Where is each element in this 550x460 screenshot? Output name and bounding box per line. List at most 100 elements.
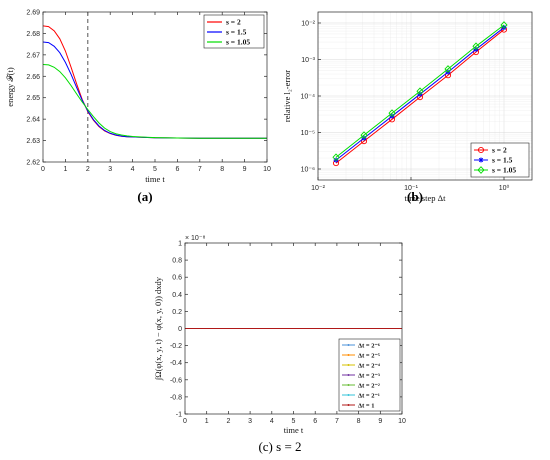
legend-label: s = 1.05 (492, 166, 516, 175)
x-tick-label: 5 (153, 166, 157, 173)
legend-label: s = 1.5 (226, 28, 247, 37)
legend-label: s = 2 (226, 18, 241, 27)
legend-label: s = 2 (492, 146, 507, 155)
x-tick-label: 10⁻² (311, 185, 325, 192)
y-tick-label: 2.67 (26, 52, 40, 59)
x-tick-label: 10⁰ (499, 184, 510, 192)
data-point (388, 109, 396, 117)
y-tick-label: 10⁻² (301, 20, 315, 27)
x-tick-label: 3 (108, 166, 112, 173)
legend-label: s = 1.05 (226, 38, 250, 47)
x-tick-label: 5 (292, 418, 296, 425)
x-tick-label: 4 (131, 166, 135, 173)
y-tick-label: 10⁻⁵ (301, 130, 315, 137)
data-point (360, 131, 368, 139)
axes-frame (184, 242, 403, 415)
x-tick-label: 1 (205, 418, 209, 425)
y-axis-label: ∫Ω(φ(x, y, t) − φ(x, y, 0)) dxdy (153, 276, 164, 381)
legend-label: Δt = 2⁻² (358, 382, 380, 389)
axes-frame (317, 11, 533, 181)
x-tick-label: 9 (378, 418, 382, 425)
x-tick-label: 6 (175, 166, 179, 173)
y-tick-label: 0 (178, 326, 182, 333)
y-tick-label: -0.8 (170, 394, 182, 401)
legend-label: Δt = 2⁻⁶ (358, 342, 380, 349)
axes-frame (42, 11, 268, 163)
y-tick-label: 2.68 (26, 31, 40, 38)
panel-c: 0 1 2 3 4 5 6 7 8 9 10 -1 -0.8 -0.6 -0.4 -0.2 0 0.2 0.4 0.6… (153, 235, 406, 435)
y-tick-label: -0.2 (170, 343, 182, 350)
legend-marker (347, 374, 350, 376)
legend-marker (347, 394, 350, 396)
x-tick-label: 2 (86, 166, 90, 173)
legend-marker (347, 344, 350, 346)
x-tick-label: 10⁻¹ (404, 185, 418, 192)
y-tick-label: -0.6 (170, 377, 182, 384)
y-tick-label: 2.64 (26, 117, 40, 124)
x-tick-label: 3 (248, 418, 252, 425)
legend-label: Δt = 1 (358, 402, 374, 409)
y-tick-label: 2.63 (26, 138, 40, 145)
data-point (501, 25, 507, 31)
y-axis-label: relative l₂-error (282, 70, 292, 122)
y-tick-label: -1 (176, 412, 182, 419)
y-tick-label: 2.65 (26, 95, 40, 102)
caption-c: (c) s = 2 (258, 439, 301, 454)
legend-marker (347, 354, 350, 356)
y-tick-label: 10⁻⁶ (301, 167, 315, 174)
data-point (332, 153, 340, 162)
y-tick-label: 2.62 (26, 160, 40, 167)
data-point (472, 42, 480, 51)
x-tick-label: 2 (226, 418, 230, 425)
y-tick-label: 0.8 (172, 258, 182, 265)
y-axis-multiplier: × 10⁻⁸ (185, 235, 206, 242)
series-line (42, 64, 267, 139)
panel-b: 10⁻² 10⁻¹ 10⁰ 10⁻⁶ 10⁻⁵ 10⁻⁴ 10⁻³ 10⁻² time step… (282, 11, 533, 203)
y-tick-label: 1 (178, 241, 182, 248)
x-tick-label: 8 (220, 166, 224, 173)
legend-marker (347, 404, 350, 406)
legend-label: Δt = 2⁻⁵ (358, 352, 380, 359)
legend-label: s = 1.5 (492, 156, 513, 165)
x-tick-label: 9 (243, 166, 247, 173)
y-tick-label: -0.4 (170, 360, 182, 367)
x-tick-label: 1 (63, 166, 67, 173)
legend-label: Δt = 2⁻¹ (358, 392, 380, 399)
data-point (416, 87, 424, 96)
series-line (335, 29, 505, 164)
y-tick-label: 10⁻⁴ (301, 94, 316, 101)
x-tick-label: 7 (198, 166, 202, 173)
y-tick-label: 2.66 (26, 74, 40, 81)
x-tick-label: 10 (398, 418, 406, 425)
data-point (478, 157, 484, 163)
y-tick-label: 0.4 (172, 292, 182, 299)
x-tick-label: 10 (263, 166, 271, 173)
x-tick-label: 0 (41, 166, 45, 173)
legend-marker (347, 384, 350, 386)
series-line (335, 24, 505, 158)
legend-marker (347, 364, 350, 366)
legend-label: Δt = 2⁻⁴ (358, 362, 380, 369)
x-tick-label: 4 (270, 418, 274, 425)
caption-b: (b) (407, 189, 423, 204)
panel-a: 0 1 2 3 4 5 6 7 8 9 10 2.62 2.63 2.64 2.65 2.66 2.67 2.68… (5, 10, 271, 185)
y-tick-label: 0.6 (172, 275, 182, 282)
x-tick-label: 6 (313, 418, 317, 425)
x-axis-label: time t (284, 425, 304, 435)
x-tick-label: 0 (183, 418, 187, 425)
data-point (500, 21, 508, 29)
y-axis-label: energy 𝓕(t) (5, 67, 15, 107)
data-point (477, 166, 485, 174)
x-tick-label: 8 (357, 418, 361, 425)
y-tick-label: 0.2 (172, 309, 182, 316)
x-axis-label: time step Δt (405, 193, 447, 203)
legend-label: Δt = 2⁻³ (358, 372, 380, 379)
y-tick-label: 2.69 (26, 10, 40, 17)
data-point (444, 65, 452, 73)
y-tick-label: 10⁻³ (301, 57, 315, 64)
x-tick-label: 7 (335, 418, 339, 425)
x-axis-label: time t (145, 174, 165, 184)
data-point (477, 146, 485, 154)
caption-a: (a) (137, 189, 152, 204)
